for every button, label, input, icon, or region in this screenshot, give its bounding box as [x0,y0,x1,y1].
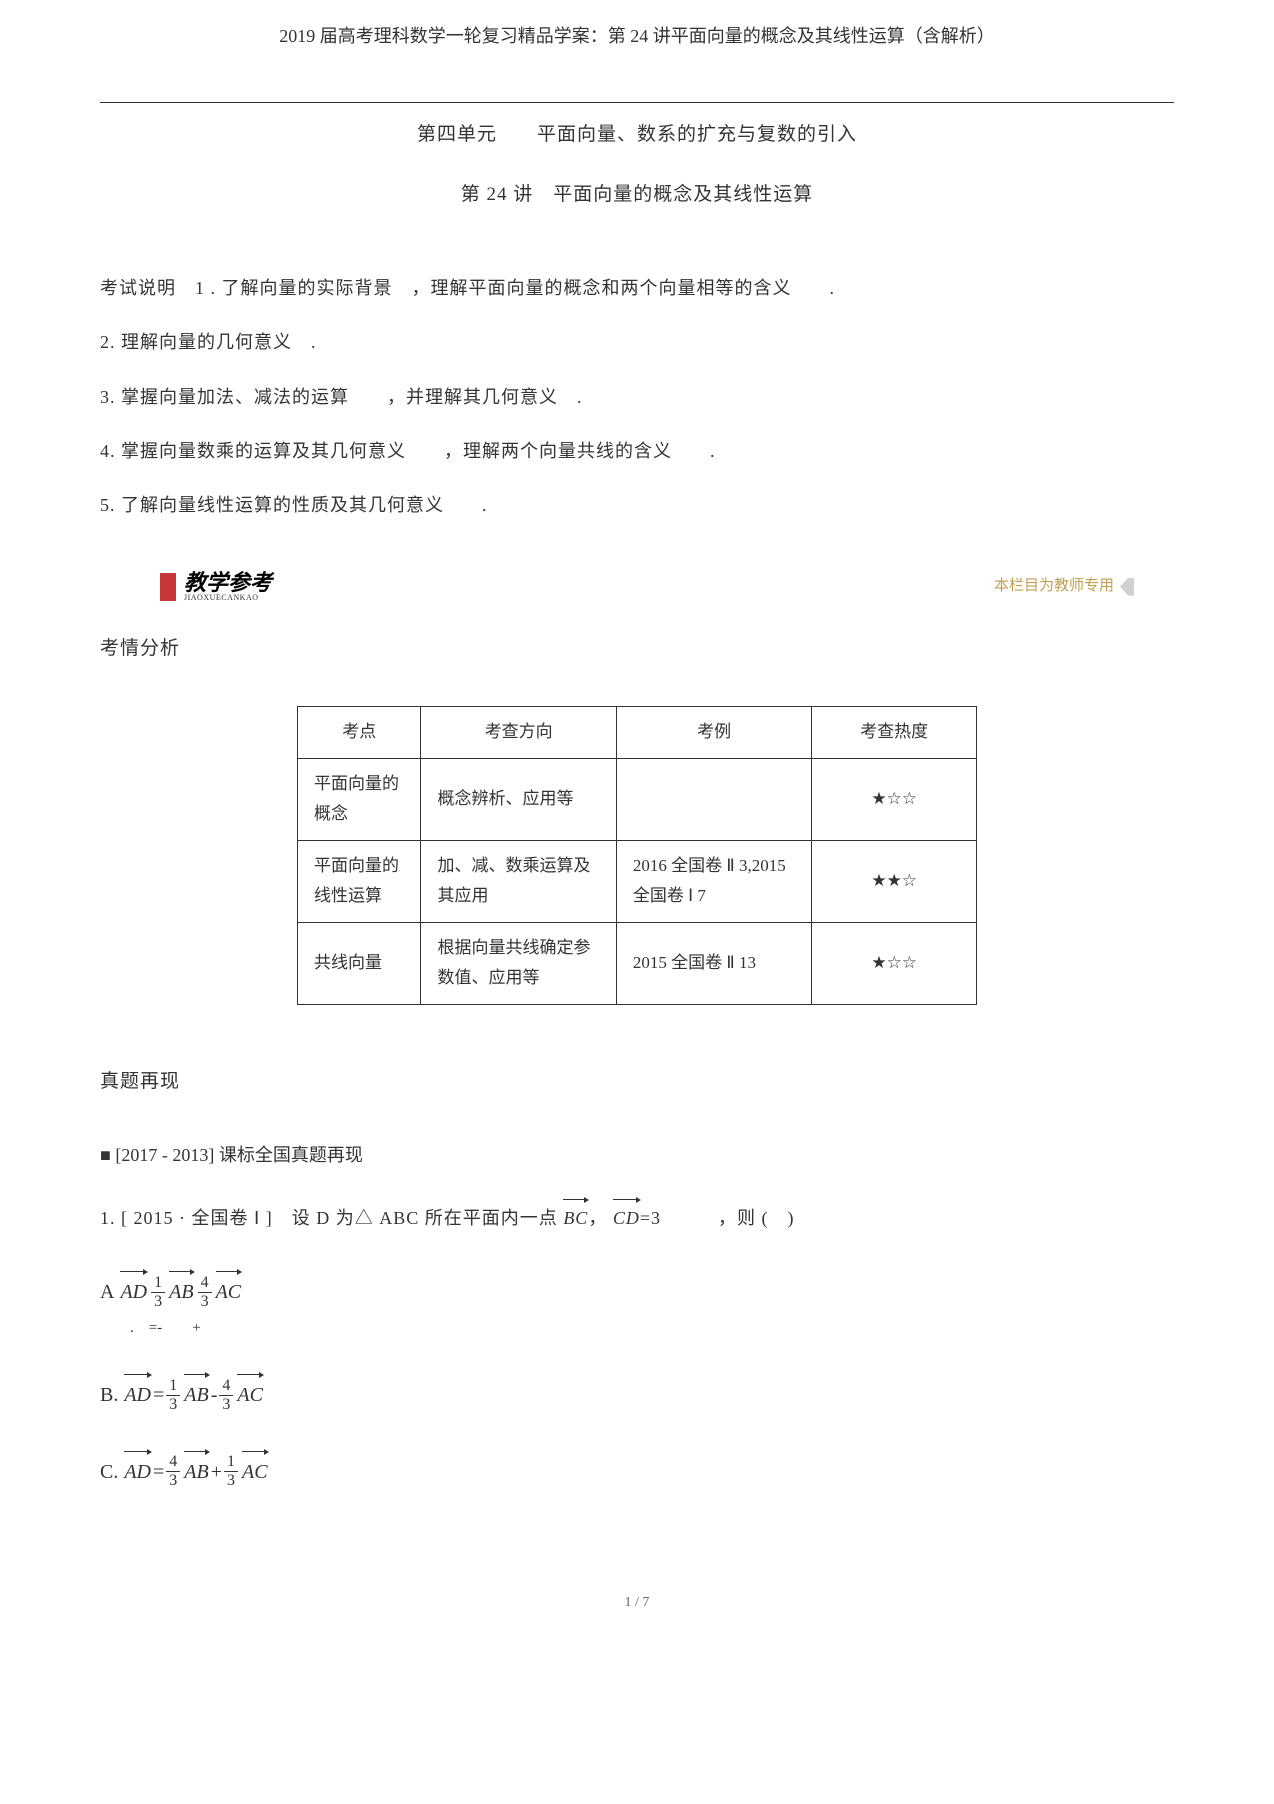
vector-ac: AC [216,1274,242,1310]
th-2: 考例 [616,706,811,758]
fraction-icon: 13 [166,1377,180,1413]
frac-num: 1 [224,1453,238,1472]
exam-note-3: 3. 掌握向量加法、减法的运算 ，并理解其几何意义 . [100,381,1174,413]
red-block-icon [160,573,176,601]
lecture-title: 第 24 讲 平面向量的概念及其线性运算 [100,178,1174,212]
frac-num: 1 [151,1274,165,1293]
top-divider [100,102,1174,103]
teacher-note-text: 本栏目为教师专用 [994,573,1114,600]
section-label: 教学参考 JIAOXUECANKAO [184,572,272,602]
frac-num: 4 [166,1453,180,1472]
fraction-icon: 13 [224,1453,238,1489]
section-label-sub: JIAOXUECANKAO [184,594,272,602]
vector-ad: AD [124,1454,151,1490]
vector-ac: AC [242,1454,268,1490]
td: ★☆☆ [812,758,977,840]
vector-ac: AC [237,1377,263,1413]
fraction-icon: 43 [219,1377,233,1413]
table-row: 平面向量的线性运算 加、减、数乘运算及其应用 2016 全国卷 Ⅱ 3,2015… [298,840,977,922]
td: ★★☆ [812,840,977,922]
td: 共线向量 [298,922,421,1004]
analysis-title: 考情分析 [100,632,1174,666]
fraction-icon: 43 [198,1274,212,1310]
th-1: 考查方向 [421,706,616,758]
teacher-note: 本栏目为教师专用 [994,573,1174,600]
exam-note-4: 4. 掌握向量数乘的运算及其几何意义 ，理解两个向量共线的含义 . [100,435,1174,467]
option-b: B. AD= 13 AB - 43 AC [100,1377,1174,1413]
page-number: 1 / 7 [100,1590,1174,1615]
option-c: C. AD= 43 AB + 13 AC [100,1453,1174,1489]
frac-num: 4 [198,1274,212,1293]
fraction-icon: 43 [166,1453,180,1489]
td: 平面向量的线性运算 [298,840,421,922]
td: 概念辨析、应用等 [421,758,616,840]
analysis-table: 考点 考查方向 考例 考查热度 平面向量的概念 概念辨析、应用等 ★☆☆ 平面向… [297,706,977,1005]
td: 平面向量的概念 [298,758,421,840]
q1-prefix: 1. [ 2015 · 全国卷 Ⅰ ] 设 D 为△ ABC 所在平面内一点 [100,1208,558,1228]
td: ★☆☆ [812,922,977,1004]
td: 2015 全国卷 Ⅱ 13 [616,922,811,1004]
option-a-label: A [100,1274,114,1310]
document-header: 2019 届高考理科数学一轮复习精品学案：第 24 讲平面向量的概念及其线性运算… [100,20,1174,52]
q1-suffix: =3 ，则 ( ) [640,1208,795,1228]
td: 根据向量共线确定参数值、应用等 [421,922,616,1004]
frac-den: 3 [166,1472,180,1490]
fraction-icon: 13 [151,1274,165,1310]
section-label-main: 教学参考 [184,572,272,594]
section-bar: 教学参考 JIAOXUECANKAO 本栏目为教师专用 [160,572,1174,602]
td: 2016 全国卷 Ⅱ 3,2015 全国卷 Ⅰ 7 [616,840,811,922]
vector-ab: AB [184,1377,208,1413]
eq-sign: = [153,1377,164,1413]
arrow-left-icon [1120,578,1134,596]
td: 加、减、数乘运算及其应用 [421,840,616,922]
section-bar-left: 教学参考 JIAOXUECANKAO [160,572,272,602]
td [616,758,811,840]
zhenti-title: 真题再现 [100,1065,1174,1099]
eq-sign: = [153,1454,164,1490]
zhenti-subtitle: ■ [2017 - 2013] 课标全国真题再现 [100,1139,1174,1171]
th-0: 考点 [298,706,421,758]
op-plus: + [211,1454,222,1490]
option-c-label: C. [100,1454,118,1490]
exam-note-5: 5. 了解向量线性运算的性质及其几何意义 . [100,489,1174,521]
option-a-sub: . =- + [130,1315,1174,1342]
vector-ad: AD [124,1377,151,1413]
vector-ab: AB [169,1274,193,1310]
frac-den: 3 [224,1472,238,1490]
vector-ab: AB [184,1454,208,1490]
vector-cd: CD [613,1202,640,1234]
unit-title: 第四单元 平面向量、数系的扩充与复数的引入 [100,118,1174,152]
vector-bc: BC [563,1202,588,1234]
table-row: 共线向量 根据向量共线确定参数值、应用等 2015 全国卷 Ⅱ 13 ★☆☆ [298,922,977,1004]
frac-den: 3 [219,1396,233,1414]
frac-num: 4 [219,1377,233,1396]
page-container: 2019 届高考理科数学一轮复习精品学案：第 24 讲平面向量的概念及其线性运算… [0,0,1274,1655]
op-minus: - [211,1377,218,1413]
question-1: 1. [ 2015 · 全国卷 Ⅰ ] 设 D 为△ ABC 所在平面内一点 B… [100,1202,1174,1234]
option-b-label: B. [100,1377,118,1413]
option-a: A AD 13 AB 43 AC [100,1274,1174,1310]
exam-note-2: 2. 理解向量的几何意义 . [100,326,1174,358]
table-row: 平面向量的概念 概念辨析、应用等 ★☆☆ [298,758,977,840]
table-header-row: 考点 考查方向 考例 考查热度 [298,706,977,758]
exam-note-1: 考试说明 1 . 了解向量的实际背景 ，理解平面向量的概念和两个向量相等的含义 … [100,272,1174,304]
frac-num: 1 [166,1377,180,1396]
th-3: 考查热度 [812,706,977,758]
frac-den: 3 [198,1293,212,1311]
frac-den: 3 [151,1293,165,1311]
q1-sep: ， [588,1208,607,1228]
frac-den: 3 [166,1396,180,1414]
vector-ad: AD [120,1274,147,1310]
